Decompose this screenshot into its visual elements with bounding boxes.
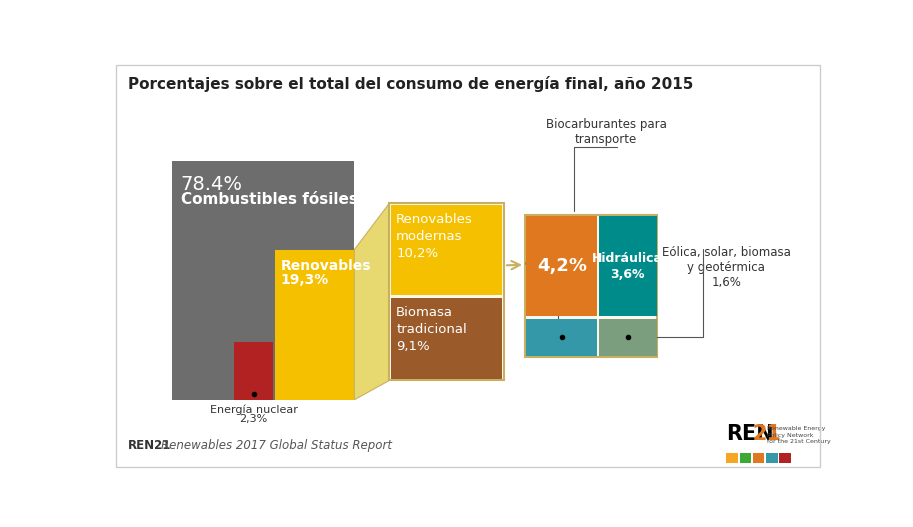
Bar xyxy=(752,453,764,463)
Text: Porcentajes sobre el total del consumo de energía final, año 2015: Porcentajes sobre el total del consumo d… xyxy=(128,76,694,92)
Text: Hidráulica
3,6%: Hidráulica 3,6% xyxy=(592,251,663,281)
Text: 21: 21 xyxy=(752,424,781,444)
Text: Renewables 2017 Global Status Report: Renewables 2017 Global Status Report xyxy=(161,439,392,452)
Text: Renovables: Renovables xyxy=(281,259,372,273)
Text: Biomasa,
geotérmica
y solar
térmica: Biomasa, geotérmica y solar térmica xyxy=(525,242,592,300)
Text: Energía nuclear: Energía nuclear xyxy=(210,404,298,415)
Bar xyxy=(391,298,502,379)
Text: 19,3%: 19,3% xyxy=(281,272,329,287)
Text: Biomasa
tradicional
9,1%: Biomasa tradicional 9,1% xyxy=(396,306,467,353)
Bar xyxy=(391,205,502,295)
Bar xyxy=(779,453,791,463)
Text: Eólica, solar, biomasa
y geotérmica
1,6%: Eólica, solar, biomasa y geotérmica 1,6% xyxy=(662,246,791,289)
Bar xyxy=(173,161,354,400)
Text: Renewable Energy
Policy Network
for the 21st Century: Renewable Energy Policy Network for the … xyxy=(768,426,831,444)
Bar xyxy=(766,453,778,463)
Text: 78.4%: 78.4% xyxy=(181,175,243,194)
Text: REN21: REN21 xyxy=(128,439,172,452)
Text: 2,3%: 2,3% xyxy=(239,414,268,424)
Text: Combustibles fósiles: Combustibles fósiles xyxy=(181,192,358,207)
Text: Renovables
modernas
10,2%: Renovables modernas 10,2% xyxy=(396,212,473,260)
Text: 4,2%: 4,2% xyxy=(537,257,587,275)
Bar xyxy=(525,215,656,357)
Bar xyxy=(527,217,597,316)
Bar xyxy=(740,453,751,463)
Bar xyxy=(389,203,504,380)
Text: Biocarburantes para
transporte: Biocarburantes para transporte xyxy=(546,118,666,145)
Text: REN: REN xyxy=(727,424,774,444)
Bar xyxy=(527,319,597,356)
Bar xyxy=(599,217,656,316)
Bar xyxy=(276,250,354,400)
Bar xyxy=(599,319,656,356)
Polygon shape xyxy=(354,203,389,400)
Bar xyxy=(727,453,738,463)
Bar xyxy=(235,342,273,400)
